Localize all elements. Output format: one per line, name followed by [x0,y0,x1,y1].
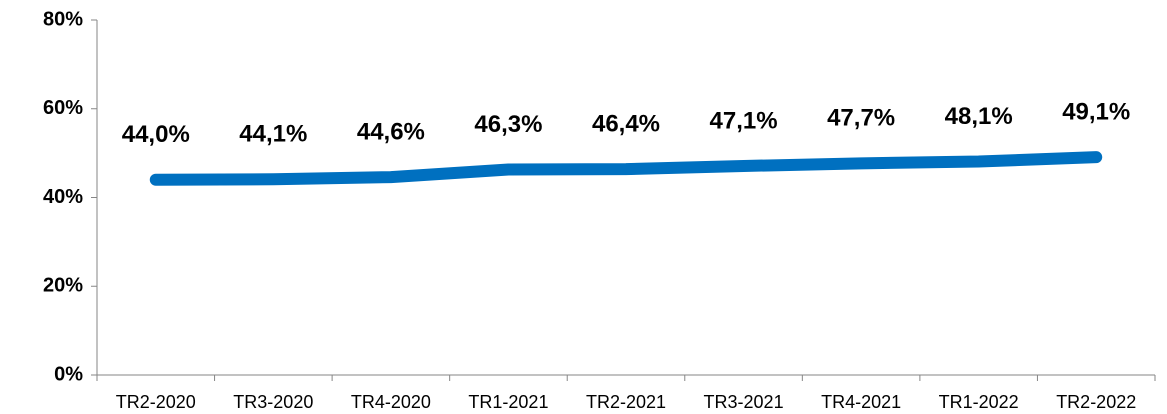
x-tick-label: TR1-2022 [939,392,1019,412]
x-tick-label: TR1-2021 [468,392,548,412]
x-tick-label: TR2-2022 [1056,392,1136,412]
y-tick-label: 20% [43,275,83,297]
y-tick-label: 60% [43,97,83,119]
y-tick-label: 80% [43,8,83,30]
x-tick-label: TR4-2020 [351,392,431,412]
data-label: 44,6% [357,118,425,145]
y-tick-label: 40% [43,186,83,208]
data-label: 49,1% [1062,98,1130,125]
data-label: 47,7% [827,105,895,132]
data-label: 48,1% [945,103,1013,130]
data-label: 46,3% [474,111,542,138]
x-tick-label: TR3-2020 [233,392,313,412]
y-tick-label: 0% [54,363,83,385]
data-label: 47,1% [710,107,778,134]
data-label: 44,1% [239,121,307,148]
x-tick-label: TR2-2021 [586,392,666,412]
line [149,151,1103,186]
data-label: 44,0% [122,121,190,148]
data-label: 46,4% [592,110,660,137]
x-tick-label: TR4-2021 [821,392,901,412]
x-tick-label: TR2-2020 [116,392,196,412]
x-tick-label: TR3-2021 [704,392,784,412]
